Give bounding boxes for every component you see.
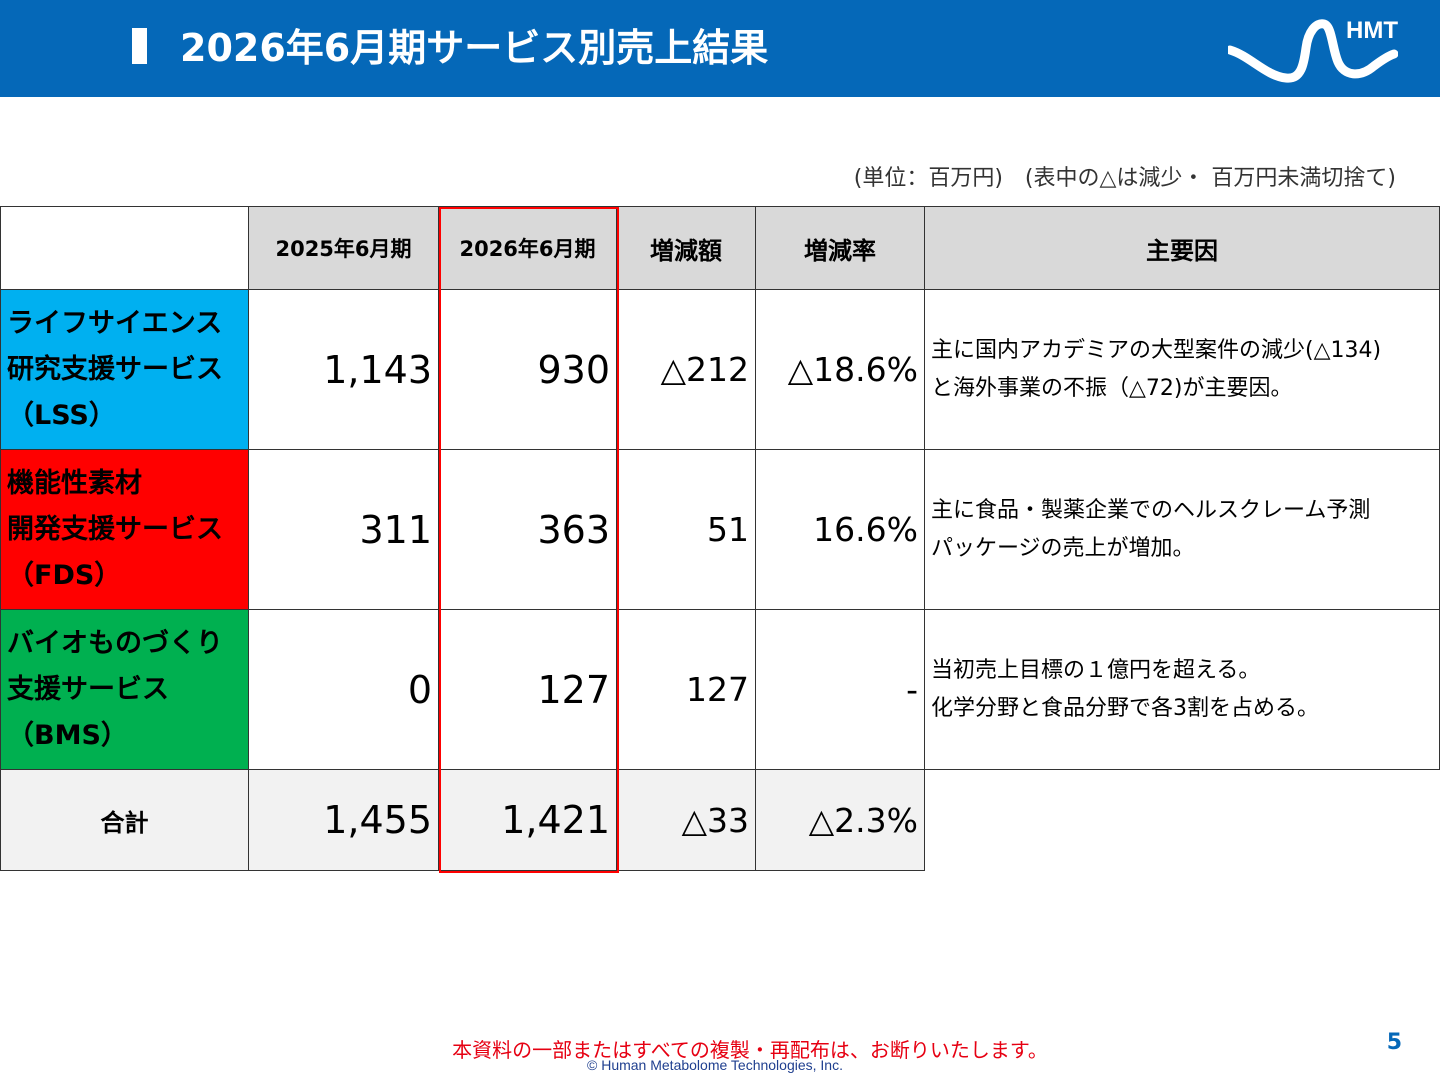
service-name-cell: バイオものづくり 支援サービス （BMS） xyxy=(0,609,249,770)
total-fy2026: 1,421 xyxy=(438,769,617,871)
table-row: 機能性素材 開発支援サービス （FDS） 311 363 51 16.6% 主に… xyxy=(0,449,1440,610)
column-header: 増減率 xyxy=(755,206,925,290)
results-table: 2025年6月期 2026年6月期 増減額 増減率 主要因 ライフサイエンス 研… xyxy=(0,206,1440,871)
service-name-line: 研究支援サービス xyxy=(7,353,223,385)
table-header-row: 2025年6月期 2026年6月期 増減額 増減率 主要因 xyxy=(0,206,1440,290)
total-factor-empty xyxy=(924,769,1440,871)
factor-line: 主に食品・製薬企業でのヘルスクレーム予測 xyxy=(931,497,1371,523)
service-name-line: （FDS） xyxy=(7,559,122,591)
service-name-cell: ライフサイエンス 研究支援サービス （LSS） xyxy=(0,289,249,450)
table-row: バイオものづくり 支援サービス （BMS） 0 127 127 - 当初売上目標… xyxy=(0,609,1440,770)
fy2025-value: 311 xyxy=(248,449,439,610)
service-name-line: バイオものづくり xyxy=(7,627,223,659)
service-name-line: （BMS） xyxy=(7,719,128,751)
factor-cell: 主に食品・製薬企業でのヘルスクレーム予測 パッケージの売上が増加。 xyxy=(924,449,1440,610)
total-rate: △2.3% xyxy=(755,769,925,871)
service-name-cell: 機能性素材 開発支援サービス （FDS） xyxy=(0,449,249,610)
service-name-line: 機能性素材 xyxy=(7,467,142,499)
factor-line: 主に国内アカデミアの大型案件の減少(△134) xyxy=(931,337,1382,363)
fy2025-value: 1,143 xyxy=(248,289,439,450)
copyright-notice: 本資料の一部またはすべての複製・再配布は、お断りいたします。 xyxy=(452,1038,1048,1062)
fy2026-value: 930 xyxy=(438,289,617,450)
service-name-line: 開発支援サービス xyxy=(7,513,223,545)
table-row: ライフサイエンス 研究支援サービス （LSS） 1,143 930 △212 △… xyxy=(0,289,1440,450)
column-header: 主要因 xyxy=(924,206,1440,290)
column-header: 2025年6月期 xyxy=(248,206,439,290)
fy2026-value: 363 xyxy=(438,449,617,610)
factor-line: と海外事業の不振（△72)が主要因。 xyxy=(931,375,1293,401)
total-change: △33 xyxy=(616,769,756,871)
change-value: 51 xyxy=(616,449,756,610)
service-name-line: 支援サービス xyxy=(7,673,169,705)
factor-line: 当初売上目標の１億円を超える。 xyxy=(931,657,1261,683)
total-label: 合計 xyxy=(0,769,249,871)
total-row: 合計 1,455 1,421 △33 △2.3% xyxy=(0,769,1440,871)
column-header: 2026年6月期 xyxy=(438,206,617,290)
factor-line: 化学分野と食品分野で各3割を占める。 xyxy=(931,695,1319,721)
title-marker xyxy=(132,28,147,64)
slide-header: 2026年6月期サービス別売上結果 HMT xyxy=(0,0,1440,97)
rate-value: 16.6% xyxy=(755,449,925,610)
change-value: △212 xyxy=(616,289,756,450)
corner-cell xyxy=(0,206,249,290)
column-header: 増減額 xyxy=(616,206,756,290)
rate-value: - xyxy=(755,609,925,770)
service-name-line: （LSS） xyxy=(7,399,116,431)
unit-note: (単位：百万円) (表中の△は減少・ 百万円未満切捨て) xyxy=(853,166,1396,191)
hmt-logo: HMT xyxy=(1228,17,1398,83)
rate-value: △18.6% xyxy=(755,289,925,450)
factor-cell: 当初売上目標の１億円を超える。 化学分野と食品分野で各3割を占める。 xyxy=(924,609,1440,770)
logo-text: HMT xyxy=(1346,17,1398,44)
slide-title: 2026年6月期サービス別売上結果 xyxy=(180,26,769,70)
fy2025-value: 0 xyxy=(248,609,439,770)
fy2026-value: 127 xyxy=(438,609,617,770)
change-value: 127 xyxy=(616,609,756,770)
total-fy2025: 1,455 xyxy=(248,769,439,871)
page-number: 5 xyxy=(1386,1030,1402,1055)
factor-cell: 主に国内アカデミアの大型案件の減少(△134) と海外事業の不振（△72)が主要… xyxy=(924,289,1440,450)
service-name-line: ライフサイエンス xyxy=(7,307,223,339)
copyright-line: © Human Metabolome Technologies, Inc. xyxy=(587,1057,843,1073)
factor-line: パッケージの売上が増加。 xyxy=(931,535,1195,561)
